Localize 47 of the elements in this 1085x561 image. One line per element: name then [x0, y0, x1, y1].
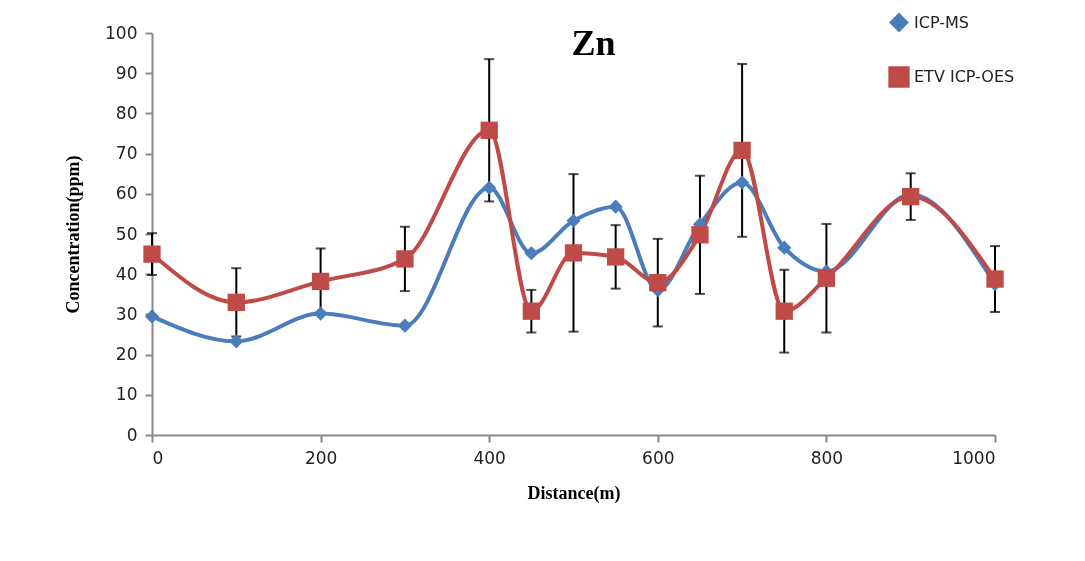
- legend-label: ETV ICP-OES: [914, 67, 1015, 86]
- chart-title: Zn: [571, 23, 616, 63]
- y-tick-label: 20: [115, 344, 138, 365]
- x-tick-label: 0: [152, 447, 164, 468]
- point: [311, 272, 330, 291]
- point: [522, 302, 541, 320]
- y-tick-label: 80: [115, 102, 138, 123]
- point: [777, 240, 792, 255]
- y-tick-label: 0: [126, 424, 138, 445]
- x-tick-label: 800: [810, 447, 844, 468]
- y-tick-label: 10: [115, 384, 138, 405]
- x-axis-title: Distance(m): [527, 482, 621, 504]
- point: [733, 141, 751, 160]
- point: [608, 199, 623, 214]
- point: [735, 175, 750, 190]
- point: [902, 187, 920, 206]
- x-tick-label: 1000: [952, 447, 996, 468]
- y-axis-title: Concentration(ppm): [63, 155, 85, 314]
- point: [144, 309, 160, 324]
- y-tick-label: 40: [115, 263, 138, 284]
- y-tick-label: 50: [115, 223, 138, 244]
- y-tick-label: 60: [115, 183, 138, 204]
- point: [313, 306, 328, 321]
- point: [524, 246, 539, 261]
- y-tick-label: 90: [115, 62, 138, 83]
- point: [691, 226, 709, 244]
- point: [566, 213, 581, 228]
- point: [564, 244, 583, 262]
- y-tick-label: 100: [105, 22, 138, 43]
- point: [143, 245, 161, 263]
- point: [775, 302, 793, 320]
- point: [229, 334, 244, 349]
- y-tick-label: 70: [115, 143, 138, 164]
- point: [227, 293, 245, 311]
- point: [606, 248, 625, 266]
- x-tick-label: 400: [473, 447, 506, 468]
- legend-label: ICP-MS: [914, 12, 969, 32]
- point: [817, 269, 836, 287]
- y-tick-label: 30: [115, 303, 138, 324]
- point: [986, 270, 1004, 288]
- point: [482, 180, 497, 195]
- point: [397, 318, 412, 333]
- point: [649, 273, 667, 292]
- x-tick-label: 600: [642, 447, 675, 468]
- point: [480, 121, 498, 139]
- point: [396, 250, 414, 268]
- x-tick-label: 200: [304, 447, 338, 468]
